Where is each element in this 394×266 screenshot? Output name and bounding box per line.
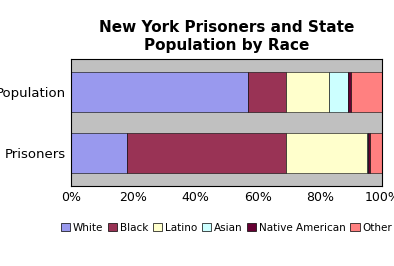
Bar [370,133,382,173]
Bar [71,72,248,112]
Bar [351,72,382,112]
Legend: White, Black, Latino, Asian, Native American, Other: White, Black, Latino, Asian, Native Amer… [58,219,394,236]
Bar [286,72,329,112]
Bar [286,133,366,173]
Bar [248,72,286,112]
Bar [348,72,351,112]
Bar [127,133,286,173]
Bar [368,133,370,173]
Title: New York Prisoners and State
Population by Race: New York Prisoners and State Population … [99,20,354,53]
Bar [366,133,368,173]
Bar [329,72,348,112]
Bar [71,133,127,173]
